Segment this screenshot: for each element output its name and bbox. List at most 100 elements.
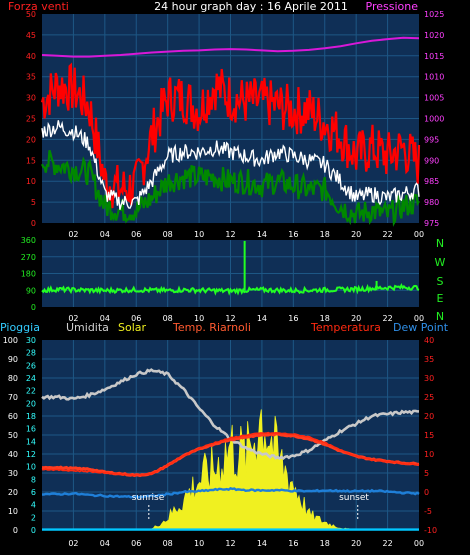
x-tick-label: 06 — [131, 539, 141, 548]
x-tick-label: 12 — [225, 230, 235, 239]
humidity-tick-label: 90 — [8, 355, 18, 364]
pressure-tick-label: 980 — [424, 198, 439, 207]
x-tick-label: 14 — [257, 314, 267, 323]
x-tick-label: 00 — [414, 539, 424, 548]
wind-mid-series — [41, 120, 420, 210]
x-tick-label: 02 — [68, 539, 78, 548]
x-tick-label: 08 — [163, 539, 173, 548]
pressure-tick-label: 1000 — [424, 115, 444, 124]
solar-tick-label: 16 — [26, 425, 36, 434]
chart-marks — [40, 36, 421, 531]
x-tick-label: 18 — [320, 230, 330, 239]
chart-title: 24 hour graph day : 16 Aprile 2011 — [154, 0, 348, 13]
pressure-tick-label: 1005 — [424, 94, 444, 103]
legend-temperatura: Temperatura — [310, 321, 381, 334]
solar-tick-label: 8 — [31, 475, 36, 484]
direction-letter-n-bottom: N — [436, 310, 444, 323]
x-tick-label: 04 — [100, 314, 110, 323]
wind-gust-series — [40, 62, 421, 209]
pressure-tick-label: 990 — [424, 156, 439, 165]
solar-tick-label: 18 — [26, 412, 36, 421]
direction-tick-label: 0 — [31, 303, 36, 312]
humidity-tick-label: 10 — [8, 507, 18, 516]
pressure-tick-label: 985 — [424, 177, 439, 186]
x-tick-label: 12 — [225, 314, 235, 323]
direction-tick-label: 360 — [21, 236, 36, 245]
pressure-tick-label: 1020 — [424, 31, 444, 40]
pressure-tick-label: 1015 — [424, 52, 444, 61]
x-tick-label: 00 — [414, 230, 424, 239]
temperature-tick-label: 10 — [424, 450, 434, 459]
wind-tick-label: 5 — [31, 198, 36, 207]
solar-tick-label: 22 — [26, 387, 36, 396]
x-tick-label: 06 — [131, 314, 141, 323]
wind-tick-label: 35 — [26, 73, 36, 82]
humidity-tick-label: 20 — [8, 488, 18, 497]
wind-tick-label: 15 — [26, 156, 36, 165]
wind-axis-label: Forza venti — [8, 0, 69, 13]
x-tick-label: 18 — [320, 539, 330, 548]
direction-letter-s: S — [437, 275, 444, 288]
temperature-tick-label: -10 — [424, 526, 437, 535]
temperature-tick-label: 25 — [424, 393, 434, 402]
solar-tick-label: 2 — [31, 513, 36, 522]
x-tick-label: 10 — [194, 539, 204, 548]
x-tick-label: 22 — [382, 539, 392, 548]
x-tick-label: 10 — [194, 230, 204, 239]
x-tick-label: 08 — [163, 314, 173, 323]
direction-tick-label: 180 — [21, 270, 36, 279]
temperature-tick-label: 0 — [424, 488, 429, 497]
direction-letter-w: W — [435, 256, 446, 269]
direction-tick-label: 90 — [26, 286, 36, 295]
temperature-tick-label: 30 — [424, 374, 434, 383]
temperature-series — [41, 431, 420, 477]
temperature-tick-label: 5 — [424, 469, 429, 478]
pressure-tick-label: 1010 — [424, 73, 444, 82]
x-tick-label: 00 — [414, 314, 424, 323]
sunset-label: sunset — [339, 493, 369, 503]
wind-tick-label: 25 — [26, 115, 36, 124]
humidity-tick-label: 0 — [13, 526, 18, 535]
legend-temp-riarnoli: Temp. Riarnoli — [172, 321, 251, 334]
temperature-tick-label: 35 — [424, 355, 434, 364]
solar-tick-label: 28 — [26, 349, 36, 358]
pressure-tick-label: 995 — [424, 135, 439, 144]
humidity-tick-label: 100 — [3, 336, 18, 345]
humidity-tick-label: 50 — [8, 431, 18, 440]
humidity-tick-label: 40 — [8, 450, 18, 459]
wind-tick-label: 0 — [31, 219, 36, 228]
x-tick-label: 02 — [68, 314, 78, 323]
pressure-series — [41, 36, 420, 58]
x-tick-label: 22 — [382, 314, 392, 323]
x-tick-label: 04 — [100, 539, 110, 548]
legend-pioggia: Pioggia — [0, 321, 40, 334]
humidity-tick-label: 70 — [8, 393, 18, 402]
humidity-tick-label: 80 — [8, 374, 18, 383]
direction-letter-e: E — [437, 292, 444, 305]
wind-direction-series — [41, 282, 420, 296]
direction-tick-label: 270 — [21, 253, 36, 262]
solar-tick-label: 6 — [31, 488, 36, 497]
x-tick-label: 14 — [257, 230, 267, 239]
x-tick-label: 18 — [320, 314, 330, 323]
wind-tick-label: 50 — [26, 10, 36, 19]
solar-tick-label: 12 — [26, 450, 36, 459]
sunrise-label: sunrise — [132, 493, 165, 503]
pressure-tick-label: 975 — [424, 219, 439, 228]
wind-avg-series — [41, 149, 420, 227]
solar-tick-label: 4 — [31, 501, 36, 510]
humidity-tick-label: 30 — [8, 469, 18, 478]
temperature-tick-label: 15 — [424, 431, 434, 440]
x-tick-label: 06 — [131, 230, 141, 239]
wind-tick-label: 10 — [26, 177, 36, 186]
x-tick-label: 20 — [351, 230, 361, 239]
solar-tick-label: 24 — [26, 374, 36, 383]
x-tick-label: 20 — [351, 314, 361, 323]
solar-tick-label: 20 — [26, 399, 36, 408]
solar-tick-label: 10 — [26, 463, 36, 472]
wind-tick-label: 30 — [26, 94, 36, 103]
pressure-tick-label: 1025 — [424, 10, 444, 19]
humidity-tick-label: 60 — [8, 412, 18, 421]
x-tick-label: 02 — [68, 230, 78, 239]
